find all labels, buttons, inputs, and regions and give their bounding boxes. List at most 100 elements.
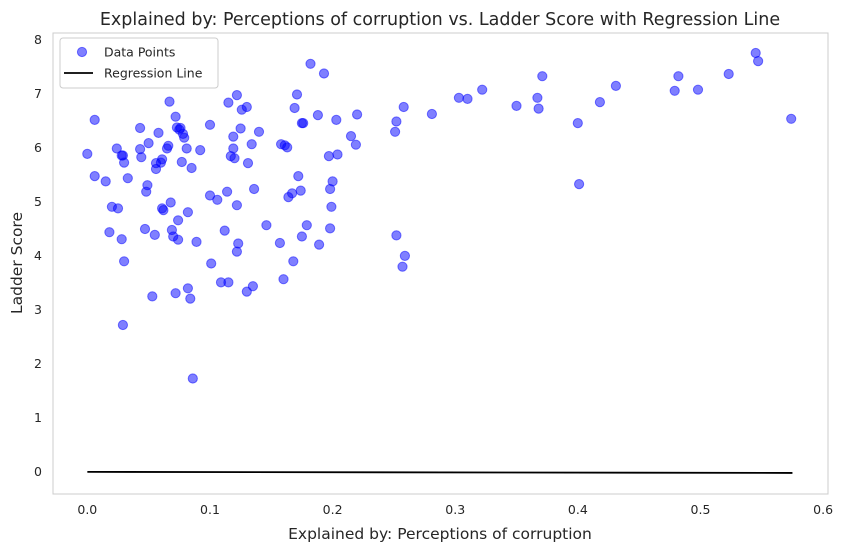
data-point-118 xyxy=(426,108,437,120)
data-point-7 xyxy=(112,203,124,214)
data-point-107 xyxy=(331,114,342,126)
data-point-65 xyxy=(228,131,239,142)
x-axis-label: Explained by: Perceptions of corruption xyxy=(288,525,592,543)
regression-line xyxy=(87,470,793,474)
data-point-17 xyxy=(136,152,147,163)
data-point-32 xyxy=(163,140,174,151)
regression-line-layer xyxy=(87,470,793,474)
data-point-37 xyxy=(170,288,181,299)
data-point-109 xyxy=(345,131,357,142)
data-point-46 xyxy=(179,132,190,143)
data-point-38 xyxy=(170,111,181,122)
legend-box xyxy=(59,37,219,89)
data-point-57 xyxy=(206,258,217,269)
x-tick-label: 0.5 xyxy=(691,502,711,517)
data-point-90 xyxy=(289,102,300,114)
data-point-86 xyxy=(282,142,293,153)
x-tick-label: 0.3 xyxy=(445,502,465,517)
data-point-95 xyxy=(296,231,307,242)
data-point-136 xyxy=(786,113,797,124)
legend: Data Points Regression Line xyxy=(59,37,219,89)
y-tick-label: 4 xyxy=(34,248,42,263)
y-tick-label: 2 xyxy=(34,356,42,371)
data-point-61 xyxy=(222,186,233,197)
data-point-131 xyxy=(673,71,684,82)
data-point-84 xyxy=(278,274,289,285)
data-point-66 xyxy=(228,143,239,154)
y-tick-label: 5 xyxy=(34,194,42,209)
data-point-112 xyxy=(390,126,401,137)
data-point-81 xyxy=(261,220,272,231)
data-point-98 xyxy=(305,58,316,69)
data-point-63 xyxy=(223,277,234,288)
data-point-50 xyxy=(185,293,196,304)
data-point-51 xyxy=(187,373,198,384)
data-point-10 xyxy=(116,234,127,245)
data-point-91 xyxy=(291,89,303,100)
legend-marker-data-points xyxy=(76,46,88,58)
data-point-68 xyxy=(231,200,242,211)
data-point-74 xyxy=(241,101,252,113)
data-point-11 xyxy=(119,157,130,168)
data-point-80 xyxy=(253,126,265,137)
data-point-133 xyxy=(723,68,734,80)
data-point-122 xyxy=(511,100,522,112)
y-axis-ticks: 0 1 2 3 4 5 6 7 8 xyxy=(34,32,42,479)
data-point-41 xyxy=(173,234,184,245)
data-point-108 xyxy=(332,149,343,160)
data-point-2 xyxy=(89,171,100,182)
data-point-54 xyxy=(195,145,206,156)
data-point-121 xyxy=(477,84,488,95)
data-point-115 xyxy=(397,261,408,272)
data-point-48 xyxy=(182,283,193,294)
y-tick-label: 0 xyxy=(34,464,42,479)
data-point-55 xyxy=(204,119,216,130)
data-point-12 xyxy=(119,256,130,267)
data-point-127 xyxy=(574,179,585,190)
data-point-93 xyxy=(295,185,306,196)
data-point-30 xyxy=(158,205,169,216)
chart-title: Explained by: Perceptions of corruption … xyxy=(100,10,780,30)
legend-label-data-points: Data Points xyxy=(104,45,175,60)
data-point-4 xyxy=(104,227,115,238)
data-point-70 xyxy=(231,246,242,257)
data-point-79 xyxy=(249,183,260,195)
data-point-111 xyxy=(352,109,363,120)
data-point-58 xyxy=(212,194,223,205)
x-tick-label: 0.4 xyxy=(568,502,588,517)
data-point-132 xyxy=(692,84,704,95)
data-point-113 xyxy=(391,116,402,127)
data-point-114 xyxy=(391,230,402,241)
y-axis-label: Ladder Score xyxy=(8,212,26,314)
data-point-60 xyxy=(219,225,230,236)
data-point-3 xyxy=(100,176,111,187)
x-tick-label: 0.0 xyxy=(77,502,97,517)
data-point-125 xyxy=(537,71,548,82)
data-point-67 xyxy=(229,153,240,164)
data-point-89 xyxy=(288,256,299,267)
data-point-82 xyxy=(274,237,285,249)
data-points xyxy=(82,47,797,384)
data-point-34 xyxy=(165,197,176,208)
data-point-15 xyxy=(135,122,146,134)
data-point-101 xyxy=(318,68,330,79)
data-point-119 xyxy=(453,92,464,103)
data-point-77 xyxy=(246,139,257,150)
data-point-49 xyxy=(182,207,193,218)
data-point-105 xyxy=(326,201,337,212)
data-point-47 xyxy=(181,143,192,154)
plot-frame xyxy=(52,32,829,495)
data-point-106 xyxy=(327,176,338,187)
y-tick-label: 1 xyxy=(34,410,42,425)
data-point-18 xyxy=(139,223,151,235)
data-point-26 xyxy=(153,127,164,138)
data-point-117 xyxy=(399,250,410,261)
y-tick-label: 8 xyxy=(34,32,42,47)
data-point-21 xyxy=(143,138,154,149)
data-point-40 xyxy=(173,215,184,226)
data-point-6 xyxy=(111,143,122,154)
data-point-23 xyxy=(149,229,160,240)
data-point-128 xyxy=(594,97,606,108)
data-point-99 xyxy=(312,110,323,121)
x-tick-label: 0.2 xyxy=(323,502,343,517)
